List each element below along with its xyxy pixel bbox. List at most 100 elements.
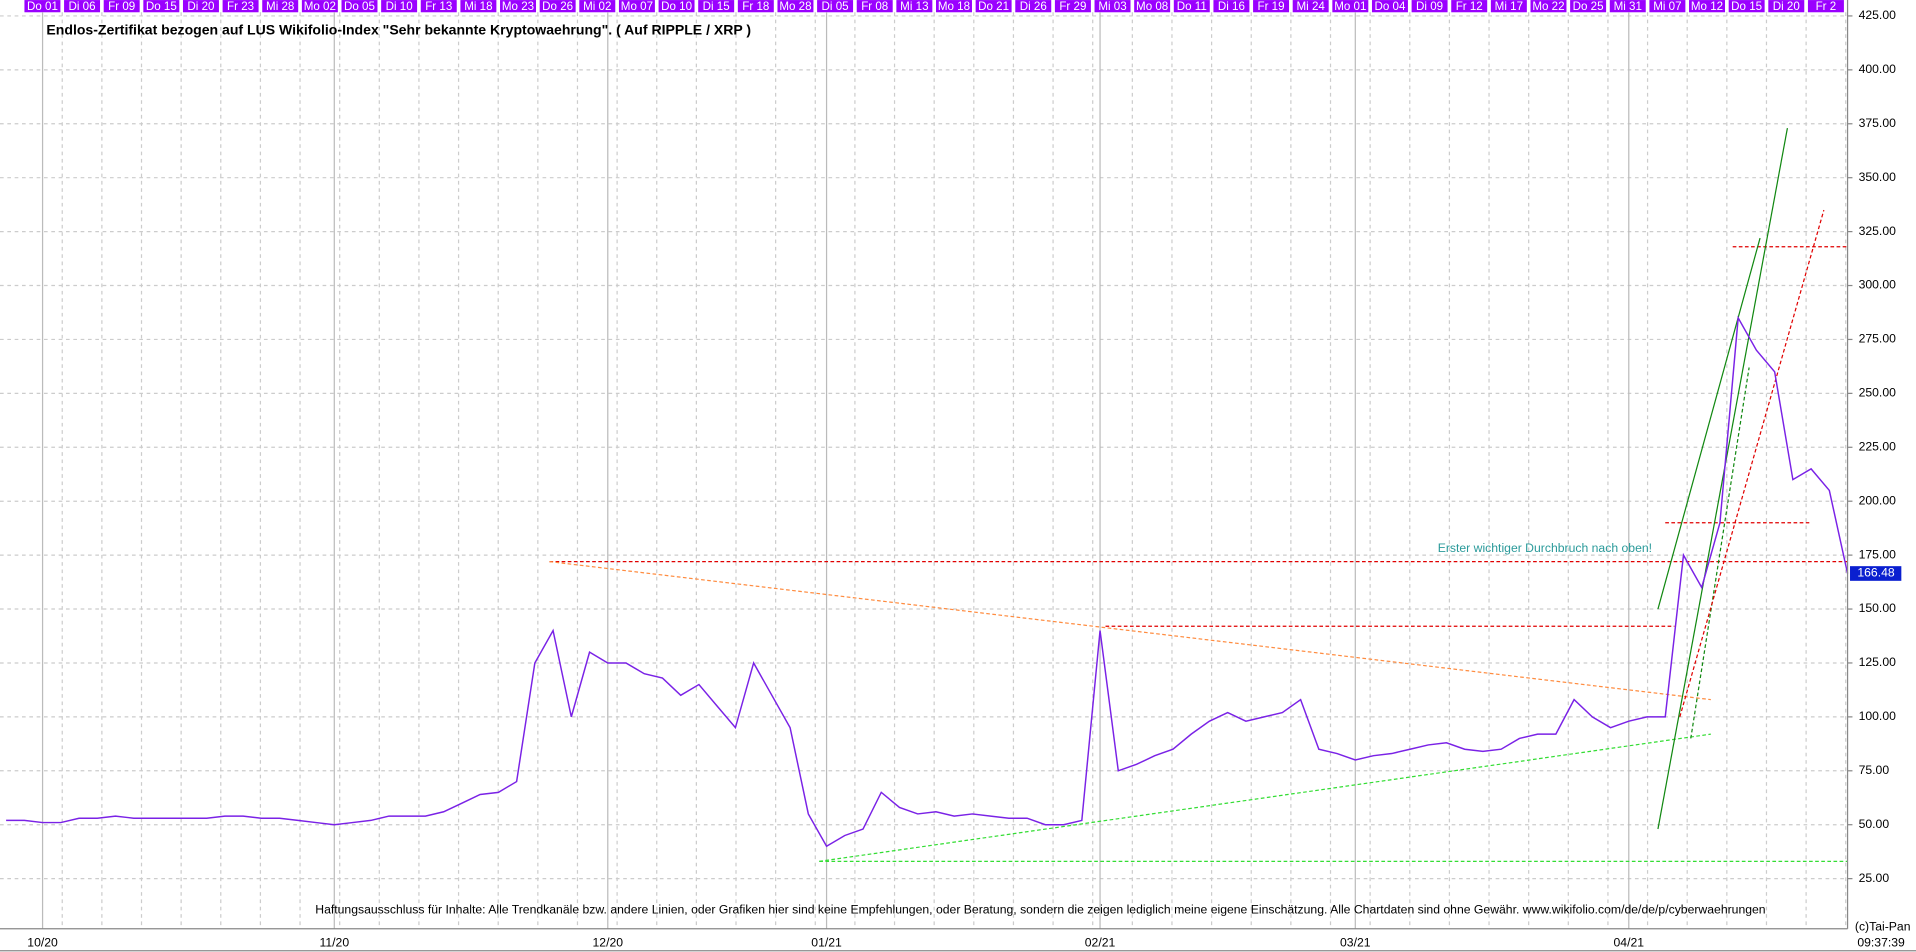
top-label-box (1134, 0, 1171, 13)
price-tag (1850, 566, 1902, 581)
top-label: Di 20 (187, 0, 214, 13)
top-label-box (1728, 0, 1765, 13)
top-label-box (539, 0, 576, 13)
top-label: Mo 28 (779, 0, 811, 13)
y-tick-label: 350.00 (1859, 170, 1897, 184)
top-label-box (262, 0, 299, 13)
top-label: Mo 18 (938, 0, 970, 13)
top-label: Di 15 (703, 0, 730, 13)
top-label: Do 15 (1731, 0, 1762, 13)
trend-line (1690, 367, 1750, 739)
top-label-box (1213, 0, 1250, 13)
top-label-box (64, 0, 101, 13)
top-label-box (817, 0, 854, 13)
top-label: Fr 08 (861, 0, 888, 13)
top-label-box (1015, 0, 1052, 13)
top-label: Mi 31 (1614, 0, 1642, 13)
top-label-box (460, 0, 497, 13)
top-label: Fr 23 (227, 0, 254, 13)
top-label: Di 10 (386, 0, 413, 13)
price-line (6, 315, 1849, 848)
trend-line (1679, 209, 1825, 718)
x-tick-label: 03/21 (1340, 936, 1371, 950)
top-label-box (1292, 0, 1329, 13)
top-label: Mi 02 (583, 0, 611, 13)
top-label: Fr 2 (1816, 0, 1837, 13)
top-label: Mo 01 (1334, 0, 1366, 13)
top-label: Di 26 (1020, 0, 1047, 13)
y-tick-label: 125.00 (1859, 655, 1897, 669)
top-label-box (420, 0, 457, 13)
top-label: Fr 18 (742, 0, 769, 13)
top-label: Fr 09 (108, 0, 135, 13)
top-label-box (1332, 0, 1369, 13)
top-label-box (1173, 0, 1210, 13)
top-label-box (381, 0, 418, 13)
top-label: Do 04 (1374, 0, 1405, 13)
y-tick-label: 325.00 (1859, 224, 1897, 238)
top-label-box (1570, 0, 1607, 13)
top-label-box (1609, 0, 1646, 13)
top-label: Di 20 (1773, 0, 1800, 13)
top-label-box (301, 0, 338, 13)
top-label: Do 11 (1177, 0, 1207, 13)
top-label: Mo 02 (304, 0, 336, 13)
trend-line (1657, 237, 1761, 610)
top-label: Di 05 (822, 0, 849, 13)
top-label: Di 06 (69, 0, 96, 13)
top-label: Mo 22 (1532, 0, 1564, 13)
trend-line (1657, 127, 1789, 830)
top-label-box (103, 0, 140, 13)
trend-line (819, 733, 1711, 862)
x-tick-label: 01/21 (811, 936, 842, 950)
y-tick-label: 50.00 (1859, 817, 1890, 831)
top-label-box (1649, 0, 1686, 13)
top-label: Fr 13 (425, 0, 452, 13)
top-label: Mo 12 (1691, 0, 1723, 13)
y-tick-label: 250.00 (1859, 386, 1897, 400)
top-label-box (1094, 0, 1131, 13)
top-label-box (1054, 0, 1091, 13)
top-label: Mo 07 (621, 0, 653, 13)
top-label: Do 26 (542, 0, 573, 13)
top-label: Mi 28 (266, 0, 294, 13)
top-label: Do 25 (1573, 0, 1604, 13)
y-tick-label: 400.00 (1859, 62, 1897, 76)
top-label: Do 21 (978, 0, 1009, 13)
top-label-box (222, 0, 259, 13)
top-label: Di 09 (1416, 0, 1443, 13)
x-tick-label: 02/21 (1085, 936, 1116, 950)
top-label-box (1451, 0, 1488, 13)
top-label-box (24, 0, 61, 13)
top-label-box (658, 0, 695, 13)
y-tick-label: 25.00 (1859, 871, 1890, 885)
top-label: Do 05 (344, 0, 375, 13)
y-tick-label: 150.00 (1859, 601, 1897, 615)
top-label-box (975, 0, 1012, 13)
top-label: Do 15 (146, 0, 177, 13)
top-label-box (856, 0, 893, 13)
top-label: Mi 17 (1495, 0, 1523, 13)
top-label: Do 10 (661, 0, 692, 13)
x-tick-label: 11/20 (319, 936, 349, 950)
top-label: Mi 24 (1297, 0, 1326, 13)
top-label: Di 16 (1218, 0, 1245, 13)
top-label-box (1371, 0, 1408, 13)
time: 09:37:39 (1857, 936, 1905, 950)
top-label-box (182, 0, 219, 13)
y-tick-label: 300.00 (1859, 278, 1897, 292)
top-label-box (341, 0, 378, 13)
top-label-box (1530, 0, 1567, 13)
top-label-box (143, 0, 180, 13)
top-label-box (1689, 0, 1726, 13)
top-label-box (1253, 0, 1290, 13)
top-label-box (1807, 0, 1844, 13)
marks: 166.48 (6, 127, 1902, 862)
top-label: Fr 12 (1456, 0, 1483, 13)
top-label-box (737, 0, 774, 13)
top-label-box (1768, 0, 1805, 13)
top-label-box (1490, 0, 1527, 13)
